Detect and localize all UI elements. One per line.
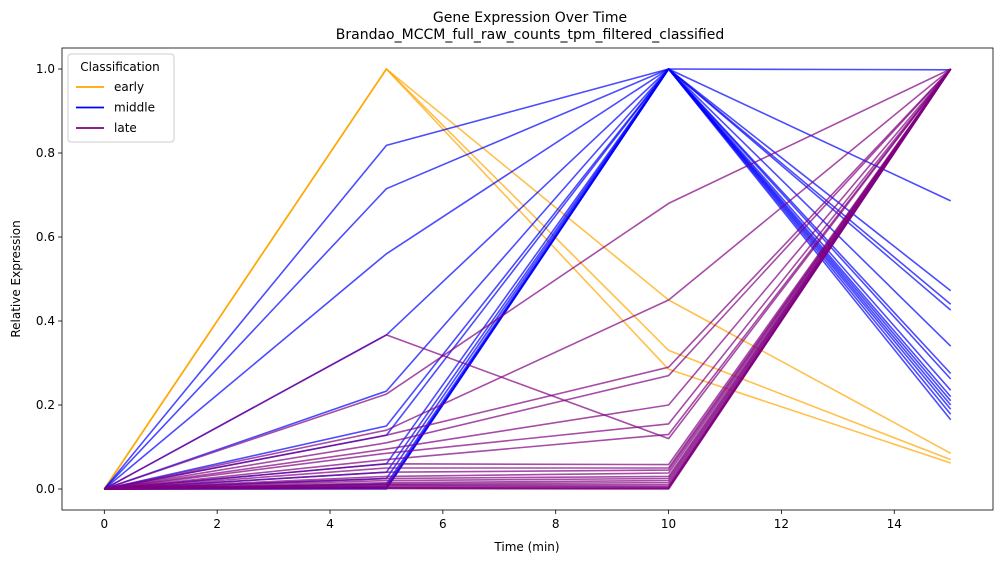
y-tick-label: 0.6	[36, 230, 55, 244]
x-tick-label: 14	[887, 517, 902, 531]
legend-title: Classification	[80, 60, 159, 74]
series-line-late-28	[104, 68, 952, 490]
series-line-early-2	[103, 68, 951, 490]
series-layer	[103, 68, 952, 490]
series-line-late-23	[104, 68, 952, 490]
series-line-late-22	[104, 68, 952, 490]
series-line-late-25	[104, 68, 952, 490]
legend-frame	[67, 53, 175, 143]
series-line-middle-17	[104, 68, 952, 490]
x-tick-label: 8	[552, 517, 560, 531]
series-line-middle-4	[103, 68, 952, 490]
chart-subtitle: Brandao_MCCM_full_raw_counts_tpm_filtere…	[336, 27, 724, 43]
x-tick-label: 2	[213, 517, 221, 531]
series-line-late-24	[104, 68, 952, 490]
series-line-late-39	[104, 68, 952, 490]
series-line-late-19	[104, 68, 952, 490]
axes-layer: 0 2 4 6 8 10 12 14 0.0 0.2 0.4 0.6 0.8 1.0	[36, 62, 902, 531]
legend: Classification early middle late	[67, 53, 175, 143]
x-tick-label: 4	[326, 517, 334, 531]
x-tick-label: 0	[100, 517, 108, 531]
series-line-late-20	[104, 68, 952, 490]
legend-entries: early middle late	[76, 80, 155, 135]
legend-label-late: late	[114, 121, 137, 135]
y-tick-label: 0.8	[36, 146, 55, 160]
x-axis-label: Time (min)	[493, 540, 559, 554]
series-line-late-29	[104, 68, 952, 490]
x-tick-label: 12	[774, 517, 789, 531]
x-tick-label: 6	[439, 517, 447, 531]
legend-label-early: early	[114, 80, 144, 94]
plot-frame	[61, 47, 994, 511]
series-line-late-21	[104, 68, 952, 490]
y-tick-label: 0.0	[36, 482, 55, 496]
y-tick-label: 0.2	[36, 398, 55, 412]
y-axis-label: Relative Expression	[9, 220, 23, 337]
x-tick-label: 10	[661, 517, 676, 531]
y-tick-label: 0.4	[36, 314, 55, 328]
y-tick-label: 1.0	[36, 62, 55, 76]
series-line-middle-7	[104, 68, 952, 490]
chart-title: Gene Expression Over Time	[433, 10, 627, 26]
legend-label-middle: middle	[114, 101, 155, 115]
series-line-middle-5	[103, 68, 952, 490]
series-line-late-26	[104, 68, 952, 490]
series-line-late-18	[103, 68, 952, 490]
series-line-middle-3	[103, 68, 952, 490]
